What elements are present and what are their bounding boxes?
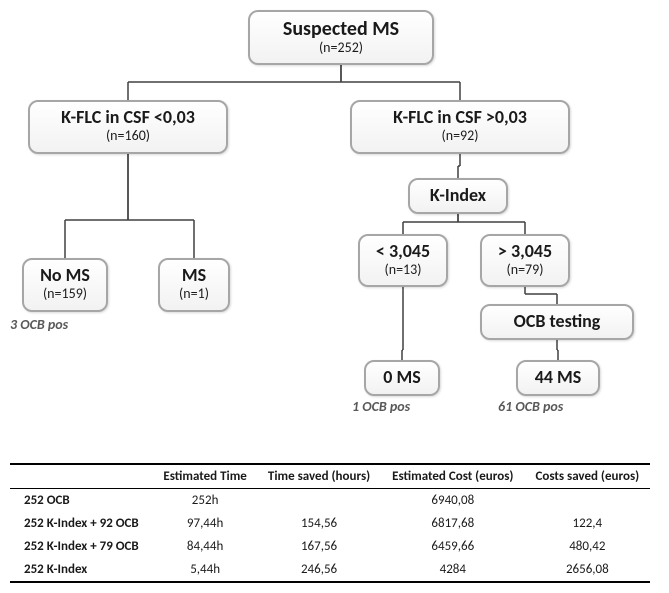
col-header-3: Estimated Cost (euros) <box>381 464 525 489</box>
node-sub: (n=160) <box>40 128 216 145</box>
cell: 4284 <box>381 558 525 582</box>
node-title: > 3,045 <box>492 242 558 262</box>
node-sub: (n=159) <box>34 286 96 303</box>
node-title: K-Index <box>420 186 496 206</box>
node-sub: (n=79) <box>492 262 558 279</box>
node-root: Suspected MS(n=252) <box>248 10 434 65</box>
cell <box>257 489 381 513</box>
table-row: 252 K-Index + 92 OCB97,44h154,566817,681… <box>10 512 650 535</box>
node-title: K-FLC in CSF <0,03 <box>40 108 216 128</box>
node-title: 44 MS <box>528 368 588 388</box>
node-title: K-FLC in CSF >0,03 <box>362 108 558 128</box>
node-sub: (n=252) <box>260 40 422 57</box>
col-header-2: Time saved (hours) <box>257 464 381 489</box>
cell: 154,56 <box>257 512 381 535</box>
table-row: 252 K-Index + 79 OCB84,44h167,566459,664… <box>10 535 650 558</box>
row-label: 252 K-Index + 92 OCB <box>10 512 153 535</box>
note-n1: 3 OCB pos <box>10 316 68 333</box>
cell: 167,56 <box>257 535 381 558</box>
node-ms44: 44 MS <box>516 360 600 396</box>
node-noMS: No MS(n=159) <box>22 258 108 312</box>
cell: 84,44h <box>153 535 257 558</box>
node-kindex: K-Index <box>408 178 508 214</box>
node-title: MS <box>170 266 218 286</box>
node-ms1: MS(n=1) <box>158 258 230 312</box>
cell: 6459,66 <box>381 535 525 558</box>
row-label: 252 K-Index <box>10 558 153 582</box>
node-sub: (n=13) <box>370 262 436 279</box>
node-title: 0 MS <box>376 368 428 388</box>
node-zeroMS: 0 MS <box>364 360 440 396</box>
table-row: 252 OCB252h 6940,08 <box>10 489 650 513</box>
cell: 246,56 <box>257 558 381 582</box>
cell: 2656,08 <box>525 558 650 582</box>
cell: 5,44h <box>153 558 257 582</box>
row-label: 252 OCB <box>10 489 153 513</box>
node-left1: K-FLC in CSF <0,03(n=160) <box>28 100 228 154</box>
cell: 122,4 <box>525 512 650 535</box>
node-title: Suspected MS <box>260 18 422 40</box>
node-over: > 3,045(n=79) <box>480 234 570 287</box>
node-sub: (n=92) <box>362 128 558 145</box>
col-header-1: Estimated Time <box>153 464 257 489</box>
note-n2: 1 OCB pos <box>352 398 410 415</box>
node-title: < 3,045 <box>370 242 436 262</box>
cell: 6940,08 <box>381 489 525 513</box>
col-header-4: Costs saved (euros) <box>525 464 650 489</box>
cell: 252h <box>153 489 257 513</box>
node-sub: (n=1) <box>170 286 218 303</box>
cell <box>525 489 650 513</box>
row-label: 252 K-Index + 79 OCB <box>10 535 153 558</box>
node-title: OCB testing <box>492 312 622 332</box>
flowchart-container: Suspected MS(n=252)K-FLC in CSF <0,03(n=… <box>10 10 659 455</box>
cell: 480,42 <box>525 535 650 558</box>
node-ocb: OCB testing <box>480 304 634 340</box>
node-under: < 3,045(n=13) <box>358 234 448 287</box>
cell: 6817,68 <box>381 512 525 535</box>
col-header-0 <box>10 464 153 489</box>
note-n3: 61 OCB pos <box>498 398 563 415</box>
node-right1: K-FLC in CSF >0,03(n=92) <box>350 100 570 154</box>
cost-time-table: Estimated TimeTime saved (hours)Estimate… <box>10 463 650 583</box>
table-row: 252 K-Index5,44h246,5642842656,08 <box>10 558 650 582</box>
cell: 97,44h <box>153 512 257 535</box>
node-title: No MS <box>34 266 96 286</box>
